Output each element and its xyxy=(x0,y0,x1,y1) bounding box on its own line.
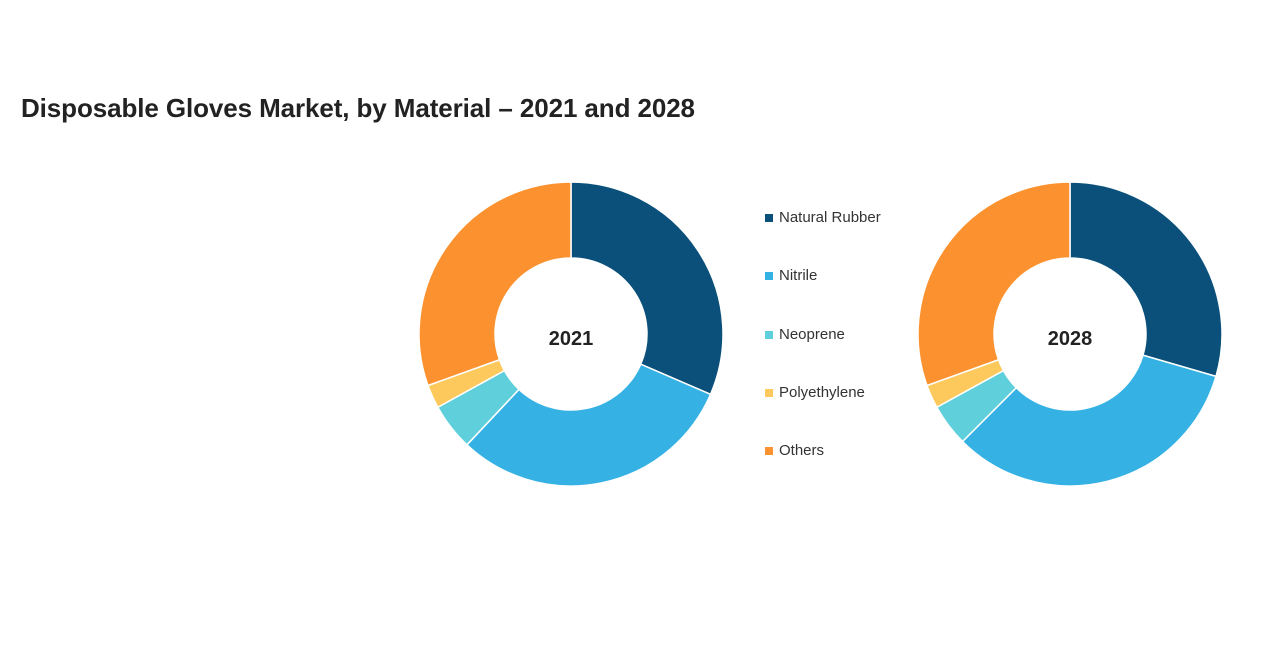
legend-swatch xyxy=(765,272,773,281)
chart-title: Disposable Gloves Market, by Material – … xyxy=(21,93,695,123)
legend-item-neoprene: Neoprene xyxy=(765,326,881,384)
legend: Natural Rubber Nitrile Neoprene Polyethy… xyxy=(765,209,881,500)
legend-item-polyethylene: Polyethylene xyxy=(765,384,881,442)
donut-2021: 2021 xyxy=(418,181,724,487)
legend-swatch xyxy=(765,388,773,397)
donut-2028: 2028 xyxy=(917,181,1223,487)
legend-label: Neoprene xyxy=(779,325,845,343)
legend-swatch xyxy=(765,447,773,456)
slice-2021-natural-rubber xyxy=(570,181,724,396)
slice-2028-nitrile xyxy=(961,354,1217,487)
legend-label: Nitrile xyxy=(779,267,818,285)
legend-label: Polyethylene xyxy=(779,383,865,401)
legend-label: Others xyxy=(779,442,825,460)
slice-2028-natural-rubber xyxy=(1069,181,1223,378)
legend-item-nitrile: Nitrile xyxy=(765,267,881,325)
legend-item-natural-rubber: Natural Rubber xyxy=(765,209,881,267)
legend-item-others: Others xyxy=(765,442,881,500)
legend-label: Natural Rubber xyxy=(779,209,881,226)
donut-center-label-2028: 2028 xyxy=(1048,328,1093,350)
slice-2028-others xyxy=(917,181,1071,387)
donut-center-label-2021: 2021 xyxy=(549,328,594,350)
legend-swatch xyxy=(765,330,773,339)
slice-2021-others xyxy=(418,181,572,387)
legend-swatch xyxy=(765,214,773,222)
slice-2021-nitrile xyxy=(465,363,712,487)
